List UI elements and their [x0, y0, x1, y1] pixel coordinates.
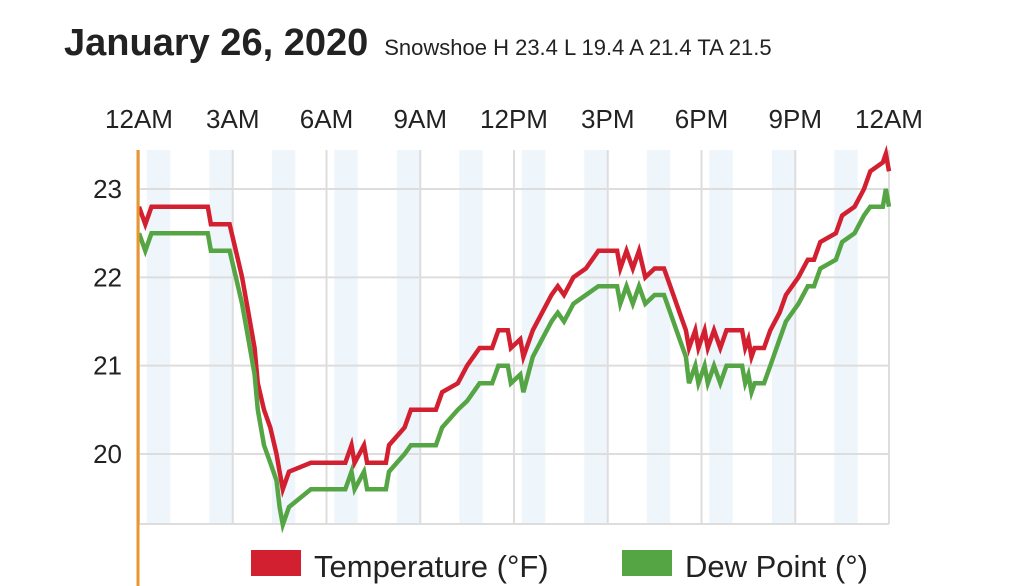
legend-swatch [622, 550, 672, 576]
y-tick-label: 20 [93, 439, 122, 469]
legend-dew-point: Dew Point (°) [622, 549, 868, 584]
legend-label: Temperature (°F) [314, 549, 549, 584]
hour-band [146, 150, 171, 524]
hour-band [709, 150, 733, 524]
grid-lines [138, 150, 890, 525]
hour-band [334, 150, 358, 524]
hour-band [771, 150, 796, 524]
series-lines [136, 144, 892, 534]
hour-band [646, 150, 671, 524]
chart-header: January 26, 2020 Snowshoe H 23.4 L 19.4 … [64, 22, 772, 65]
hour-band [584, 150, 608, 524]
chart-title: January 26, 2020 [64, 22, 369, 64]
hour-band [396, 150, 421, 524]
dew-point-line [136, 188, 892, 534]
x-tick-label: 12PM [480, 104, 548, 134]
x-tick-label: 9PM [769, 104, 822, 134]
hour-band [209, 150, 233, 524]
legend: Temperature (°F) Dew Point (°) [251, 549, 868, 584]
hour-band [521, 150, 546, 524]
hour-band [271, 150, 296, 524]
x-tick-label: 6PM [675, 104, 728, 134]
y-tick-label: 23 [93, 174, 122, 204]
x-axis-ticks: 12AM 3AM 6AM 9AM 12PM 3PM 6PM 9PM 12AM [105, 104, 923, 134]
x-tick-label: 3PM [581, 104, 634, 134]
x-tick-label: 6AM [300, 104, 353, 134]
x-tick-label: 12AM [855, 104, 923, 134]
x-tick-label: 3AM [206, 104, 259, 134]
legend-swatch [251, 550, 301, 576]
station-summary: Snowshoe H 23.4 L 19.4 A 21.4 TA 21.5 [384, 35, 772, 60]
temperature-line [136, 144, 892, 499]
x-tick-label: 12AM [105, 104, 173, 134]
y-tick-label: 21 [93, 351, 122, 381]
hour-band [459, 150, 483, 524]
y-tick-label: 22 [93, 262, 122, 292]
y-axis-ticks: 20 21 22 23 [93, 174, 122, 469]
legend-temperature: Temperature (°F) [251, 549, 549, 584]
x-tick-label: 9AM [394, 104, 447, 134]
legend-label: Dew Point (°) [685, 549, 868, 584]
